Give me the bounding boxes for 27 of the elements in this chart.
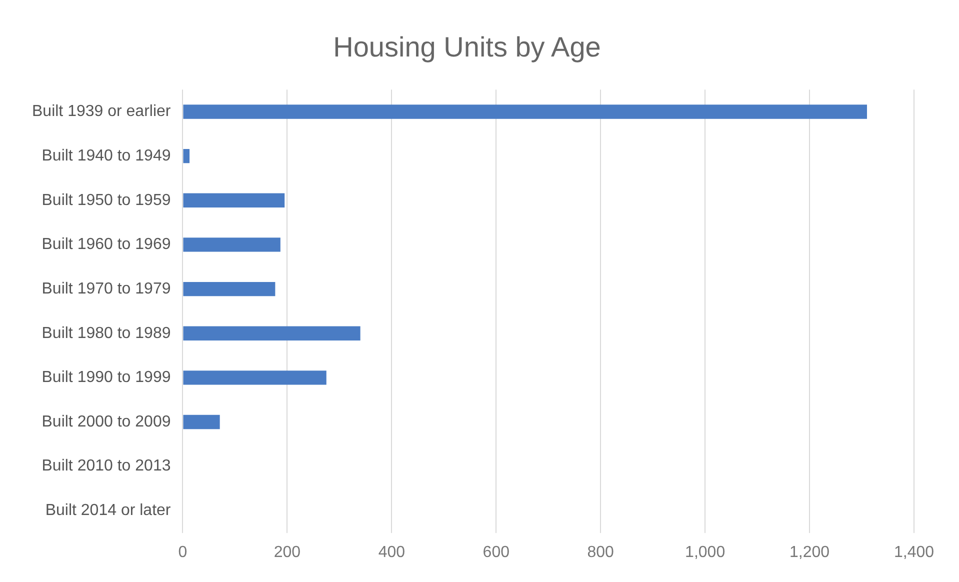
y-tick-label: Built 1980 to 1989 <box>42 324 171 342</box>
bar <box>183 282 276 296</box>
bar <box>183 238 280 252</box>
bar <box>183 414 220 430</box>
bar <box>183 148 190 164</box>
bar <box>183 326 360 340</box>
y-tick-label: Built 2000 to 2009 <box>42 413 171 430</box>
chart-title: Housing Units by Age <box>333 32 601 63</box>
x-tick-label: 0 <box>178 544 188 561</box>
bar <box>183 193 285 208</box>
y-tick-label: Built 2014 or later <box>45 502 172 520</box>
x-tick-label: 1,000 <box>685 544 726 561</box>
x-tick-label: 1,200 <box>790 544 830 561</box>
x-tick-label: 600 <box>482 544 510 561</box>
y-tick-label: Built 1950 to 1959 <box>42 192 171 209</box>
x-tick-label: 800 <box>587 544 614 561</box>
y-tick-label: Built 1960 to 1969 <box>42 236 171 254</box>
x-tick-label: 1,400 <box>894 544 934 561</box>
y-tick-label: Built 1970 to 1979 <box>42 280 171 298</box>
y-tick-label: Built 1939 or earlier <box>32 103 172 120</box>
bar <box>183 104 867 119</box>
y-tick-label: Built 1990 to 1999 <box>42 369 171 386</box>
x-tick-label: 200 <box>274 544 301 561</box>
bar <box>183 370 326 385</box>
y-tick-label: Built 2010 to 2013 <box>42 458 171 475</box>
y-tick-label: Built 1940 to 1949 <box>42 147 171 164</box>
x-tick-label: 400 <box>378 544 406 561</box>
